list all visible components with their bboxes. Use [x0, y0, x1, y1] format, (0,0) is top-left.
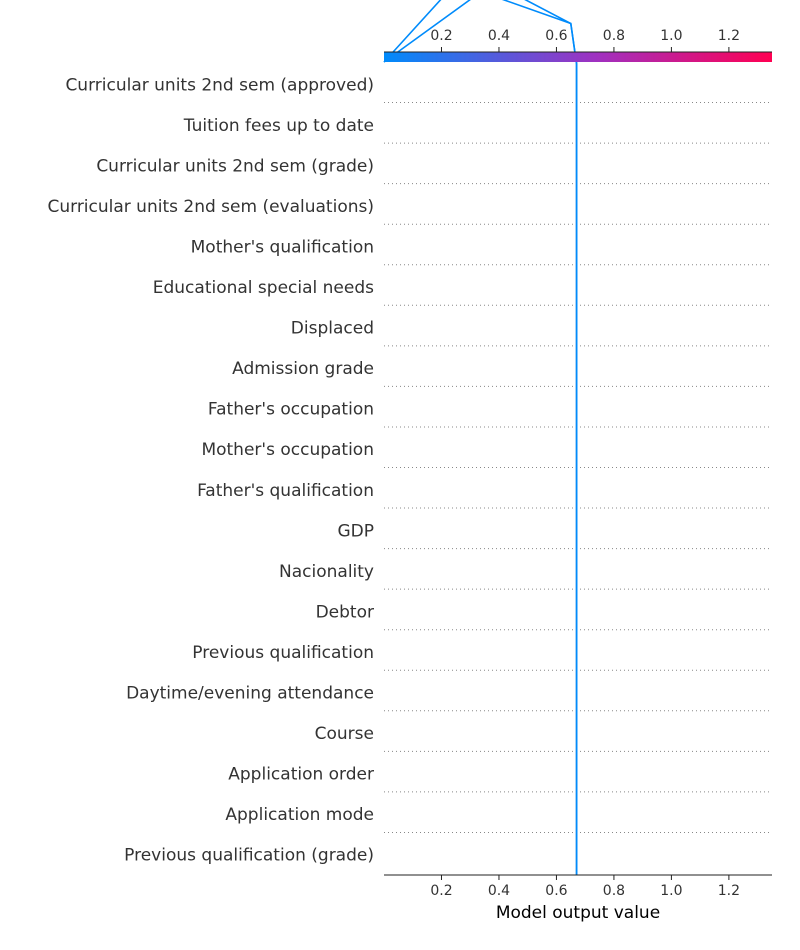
colorbar-tick-label: 0.4: [488, 28, 510, 44]
x-tick-label: 0.4: [488, 883, 510, 899]
x-tick-label: 1.2: [718, 883, 740, 899]
colorbar-tick-label: 0.8: [603, 28, 625, 44]
feature-label: Application mode: [225, 805, 374, 825]
feature-label: Mother's occupation: [201, 440, 374, 460]
decision-paths: [383, 0, 578, 875]
colorbar: 0.2 0.4 0.6 0.8 1.0 1.2: [384, 28, 772, 62]
feature-label: Father's qualification: [197, 481, 374, 501]
feature-label: Daytime/evening attendance: [126, 684, 374, 704]
feature-label: Course: [315, 724, 374, 744]
feature-label: Nacionality: [279, 562, 374, 582]
feature-label: Tuition fees up to date: [183, 116, 374, 136]
feature-label: Father's occupation: [208, 400, 374, 420]
x-tick-label: 0.2: [430, 883, 452, 899]
feature-labels: Curricular units 2nd sem (approved) Tuiti…: [47, 75, 374, 865]
x-axis: 0.2 0.4 0.6 0.8 1.0 1.2: [384, 874, 772, 899]
x-axis-title: Model output value: [496, 903, 660, 923]
feature-label: Previous qualification: [192, 643, 374, 663]
feature-label: Previous qualification (grade): [124, 846, 374, 866]
x-tick-label: 0.6: [545, 883, 567, 899]
feature-label: Curricular units 2nd sem (approved): [65, 75, 374, 95]
x-tick-label: 1.0: [660, 883, 682, 899]
feature-label: Mother's qualification: [191, 237, 374, 257]
feature-label: Displaced: [291, 319, 374, 339]
colorbar-tick-label: 0.2: [430, 28, 452, 44]
colorbar-tick-label: 0.6: [545, 28, 567, 44]
feature-label: Curricular units 2nd sem (grade): [96, 156, 374, 176]
x-tick-label: 0.8: [603, 883, 625, 899]
feature-label: Admission grade: [232, 359, 374, 379]
decision-path-2: [383, 0, 578, 875]
colorbar-tick-label: 1.2: [718, 28, 740, 44]
decision-path-1: [383, 0, 578, 875]
feature-label: Debtor: [316, 602, 374, 622]
grid-lines: [384, 102, 772, 833]
feature-label: Educational special needs: [153, 278, 374, 298]
colorbar-gradient: [384, 52, 772, 62]
colorbar-tick-label: 1.0: [660, 28, 682, 44]
feature-label: Curricular units 2nd sem (evaluations): [47, 197, 374, 217]
feature-label: GDP: [337, 521, 374, 541]
feature-label: Application order: [228, 765, 374, 785]
